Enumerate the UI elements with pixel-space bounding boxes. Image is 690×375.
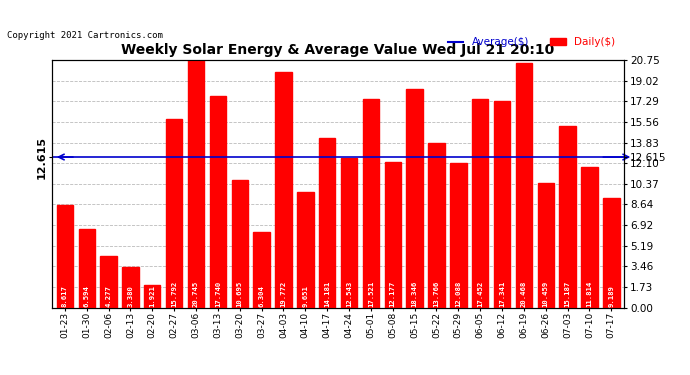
Text: 6.304: 6.304 [259, 285, 264, 306]
Text: 13.766: 13.766 [433, 280, 440, 306]
Text: 12.088: 12.088 [455, 280, 462, 306]
Bar [232, 180, 248, 308]
Title: Weekly Solar Energy & Average Value Wed Jul 21 20:10: Weekly Solar Energy & Average Value Wed … [121, 44, 555, 57]
Bar [297, 192, 313, 308]
Text: 6.594: 6.594 [83, 285, 90, 306]
Bar [515, 63, 532, 308]
Bar [363, 99, 379, 308]
Text: 9.651: 9.651 [302, 285, 308, 306]
Text: 17.341: 17.341 [499, 280, 505, 306]
Text: 12.177: 12.177 [390, 280, 396, 306]
Text: 18.346: 18.346 [412, 280, 417, 306]
Bar [253, 232, 270, 308]
Bar [406, 88, 423, 308]
Bar [560, 126, 576, 308]
Bar [384, 162, 401, 308]
Bar [144, 285, 161, 308]
Bar [188, 60, 204, 308]
Bar [57, 205, 73, 308]
Bar [122, 267, 139, 308]
Bar [538, 183, 554, 308]
Bar [100, 256, 117, 307]
Text: 14.181: 14.181 [324, 280, 331, 306]
Text: Copyright 2021 Cartronics.com: Copyright 2021 Cartronics.com [7, 30, 163, 39]
Text: 17.740: 17.740 [215, 280, 221, 306]
Text: 19.772: 19.772 [280, 280, 286, 306]
Bar [603, 198, 620, 308]
Bar [79, 229, 95, 308]
Text: 20.468: 20.468 [521, 280, 527, 306]
Bar [581, 166, 598, 308]
Text: 12.543: 12.543 [346, 280, 352, 306]
Text: 8.617: 8.617 [62, 285, 68, 306]
Bar [275, 72, 292, 308]
Text: 10.459: 10.459 [543, 280, 549, 306]
Text: 10.695: 10.695 [237, 280, 243, 306]
Bar [319, 138, 335, 308]
Text: 17.452: 17.452 [477, 280, 483, 306]
Bar [428, 143, 444, 308]
Bar [472, 99, 489, 308]
Legend: Average($), Daily($): Average($), Daily($) [444, 33, 619, 51]
Text: 20.745: 20.745 [193, 280, 199, 306]
Text: 11.814: 11.814 [586, 280, 593, 306]
Bar [341, 158, 357, 308]
Text: 4.277: 4.277 [106, 285, 112, 306]
Bar [494, 100, 510, 308]
Text: 15.187: 15.187 [564, 280, 571, 306]
Text: 15.792: 15.792 [171, 280, 177, 306]
Bar [166, 119, 182, 308]
Text: 17.521: 17.521 [368, 280, 374, 306]
Text: 9.189: 9.189 [609, 285, 614, 306]
Text: 3.380: 3.380 [128, 285, 133, 306]
Bar [450, 164, 466, 308]
Bar [210, 96, 226, 308]
Text: 1.921: 1.921 [149, 285, 155, 306]
